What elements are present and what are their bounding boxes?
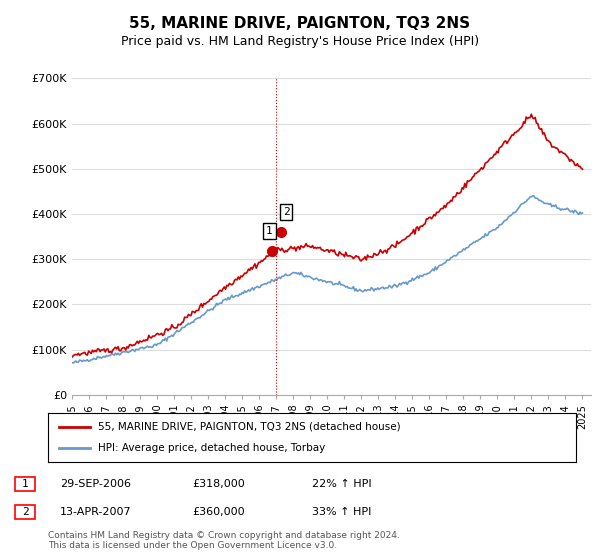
Text: Price paid vs. HM Land Registry's House Price Index (HPI): Price paid vs. HM Land Registry's House … — [121, 35, 479, 48]
Text: HPI: Average price, detached house, Torbay: HPI: Average price, detached house, Torb… — [98, 443, 325, 453]
Text: 1: 1 — [22, 479, 29, 489]
Text: £318,000: £318,000 — [192, 479, 245, 489]
Text: 55, MARINE DRIVE, PAIGNTON, TQ3 2NS (detached house): 55, MARINE DRIVE, PAIGNTON, TQ3 2NS (det… — [98, 422, 401, 432]
Text: 13-APR-2007: 13-APR-2007 — [60, 507, 131, 517]
Text: Contains HM Land Registry data © Crown copyright and database right 2024.
This d: Contains HM Land Registry data © Crown c… — [48, 530, 400, 550]
Text: 2: 2 — [283, 207, 290, 217]
Text: 55, MARINE DRIVE, PAIGNTON, TQ3 2NS: 55, MARINE DRIVE, PAIGNTON, TQ3 2NS — [130, 16, 470, 31]
Text: 33% ↑ HPI: 33% ↑ HPI — [312, 507, 371, 517]
Text: 1: 1 — [266, 226, 273, 236]
Text: 22% ↑ HPI: 22% ↑ HPI — [312, 479, 371, 489]
Text: 29-SEP-2006: 29-SEP-2006 — [60, 479, 131, 489]
Text: 2: 2 — [22, 507, 29, 517]
Text: £360,000: £360,000 — [192, 507, 245, 517]
